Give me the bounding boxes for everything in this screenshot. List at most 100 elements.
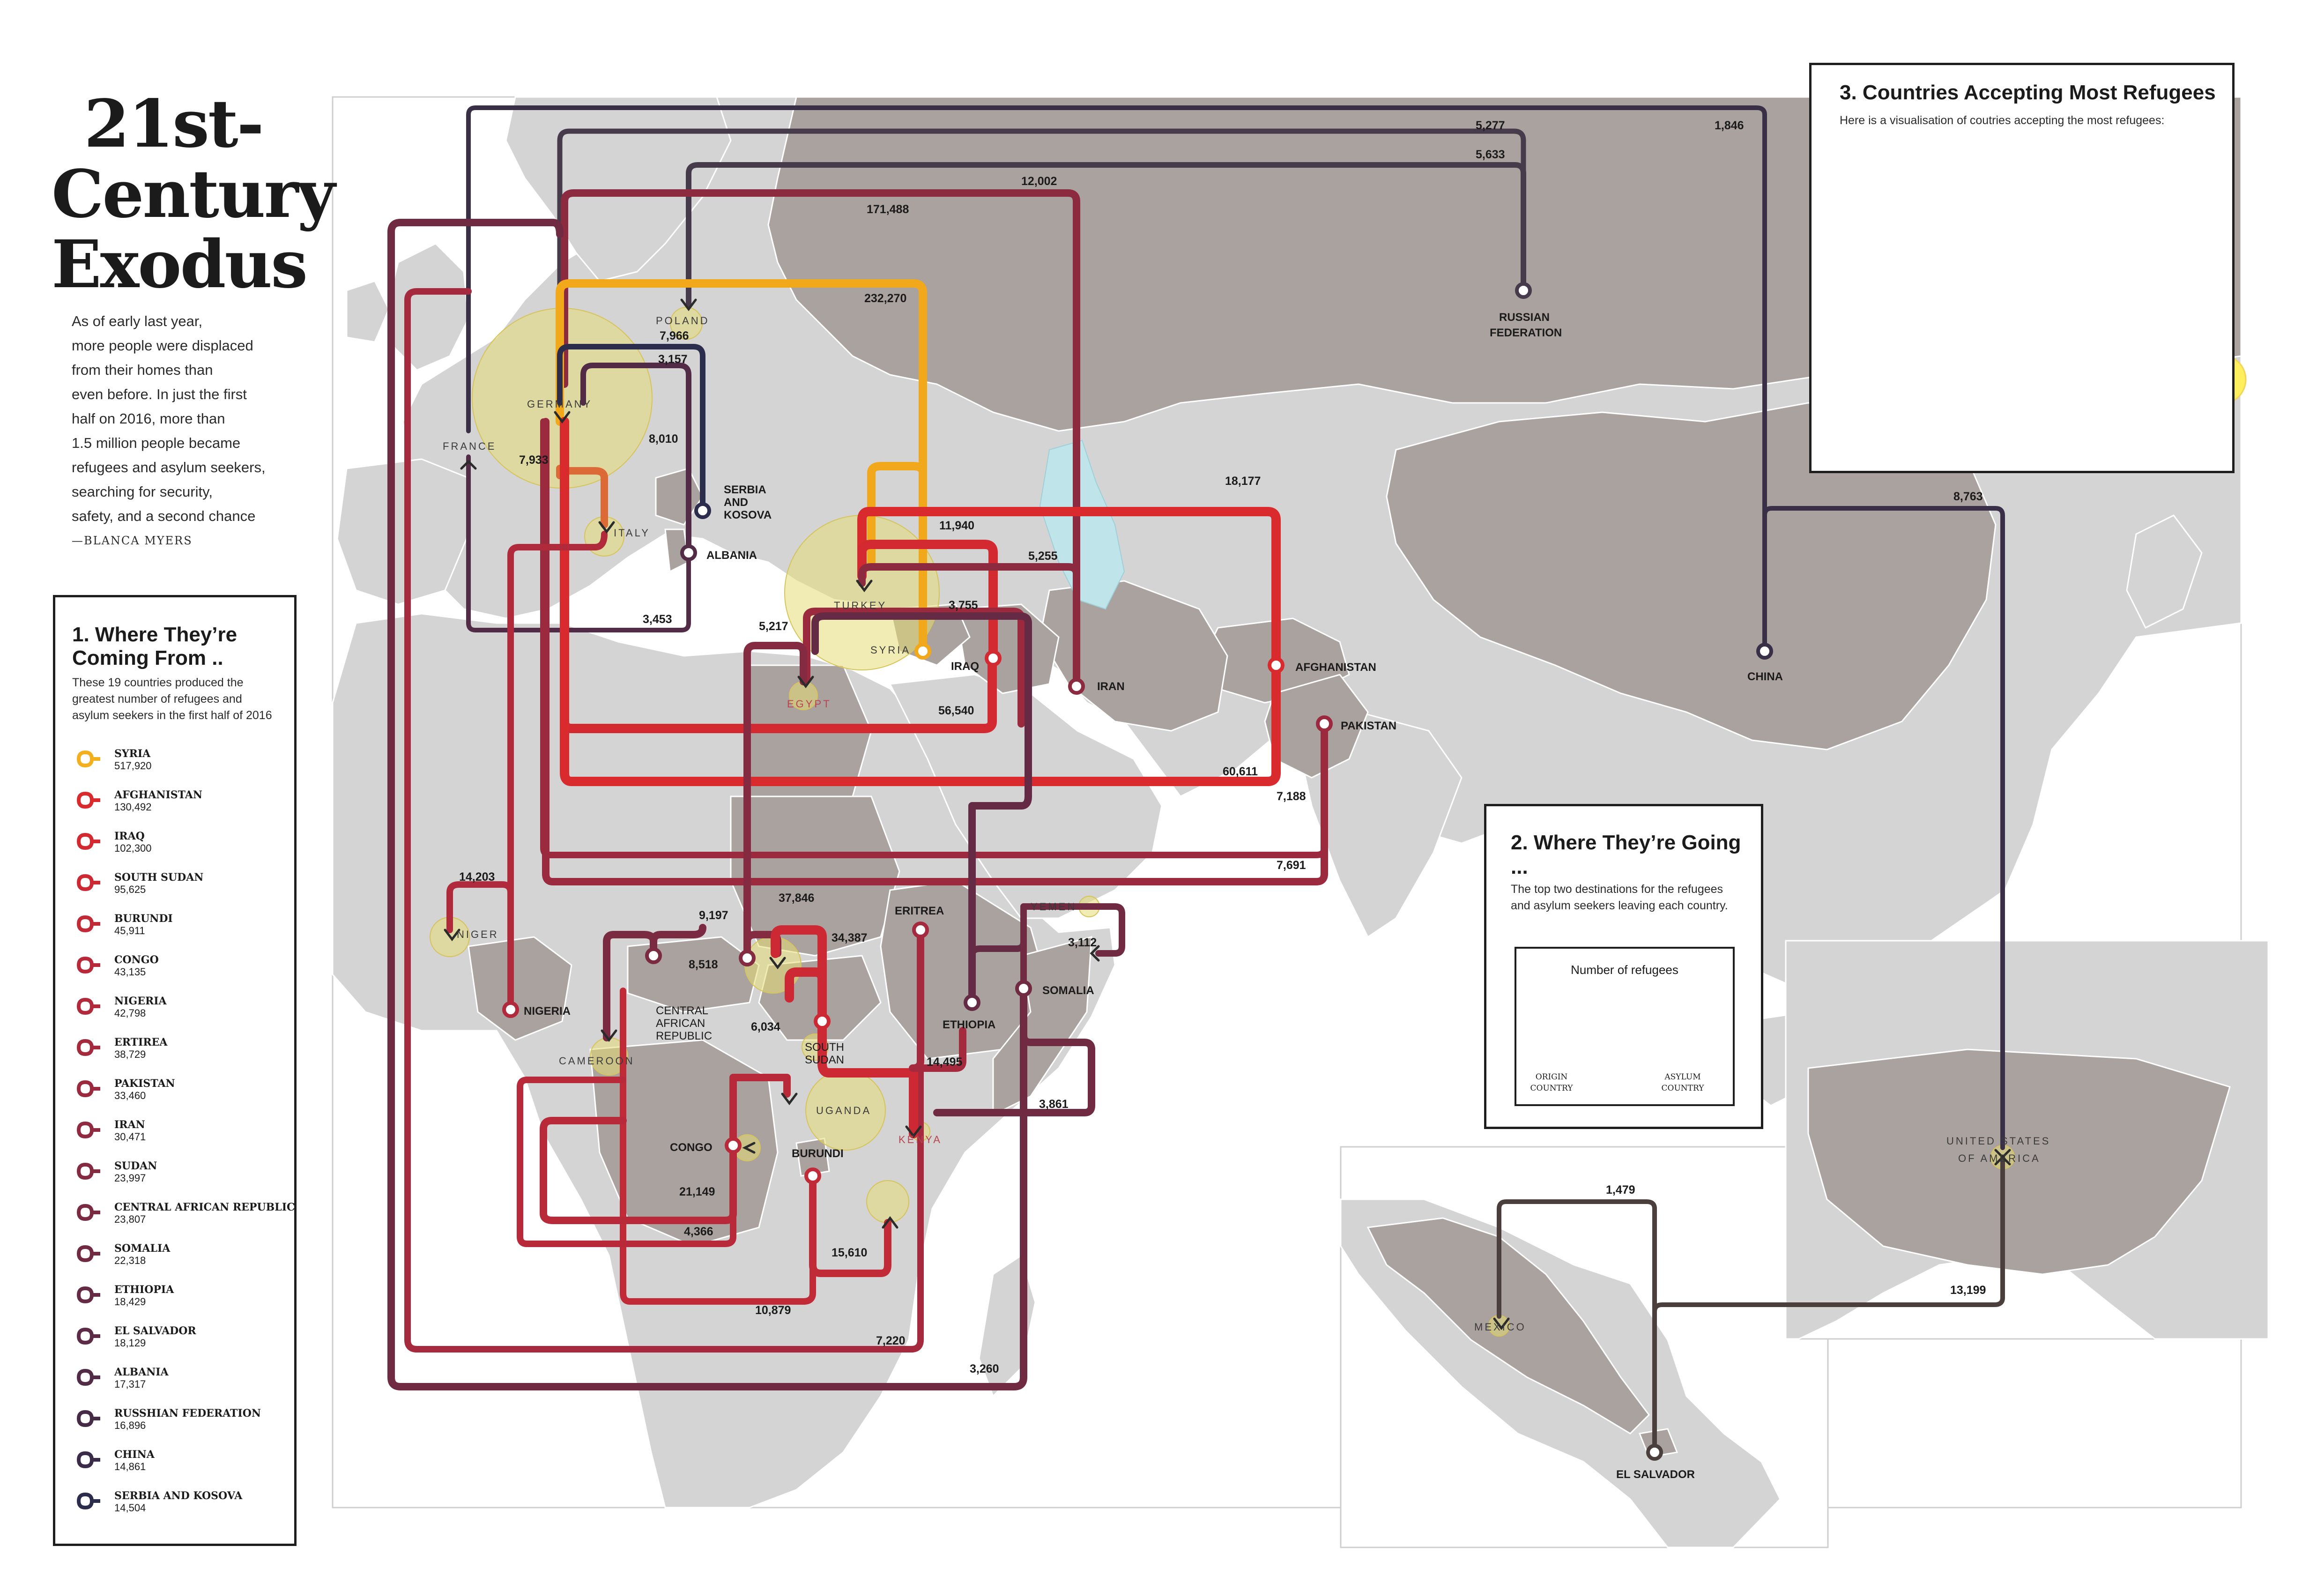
origin-label: EL SALVADOR	[1616, 1468, 1695, 1481]
flow-label: 3,755	[949, 599, 978, 612]
accepting-panel: 3. Countries Accepting Most Refugees Her…	[1809, 63, 2235, 473]
flow-congo-uganda	[729, 1074, 791, 1149]
pin-congo	[725, 1137, 742, 1154]
pin-south-sudan	[814, 1013, 831, 1030]
origin-pin-icon	[76, 874, 100, 892]
origin-value: 17,317	[114, 1378, 146, 1390]
origin-label: BURUNDI	[792, 1147, 844, 1160]
origin-name: BURUNDI	[114, 913, 173, 925]
origin-label: NIGERIA	[524, 1005, 571, 1018]
country-label: POLAND	[656, 315, 709, 327]
country-label: YEMEN	[1031, 901, 1077, 913]
flow-label: 8,518	[689, 958, 718, 971]
flow-label: 8,763	[1953, 490, 1983, 503]
flow-label: 3,260	[970, 1362, 999, 1375]
origin-pin-icon	[76, 997, 100, 1015]
flow-label: 21,149	[679, 1185, 715, 1198]
legend-origin-label: ORIGIN COUNTRY	[1530, 1072, 1573, 1093]
flow-el-salvador-mexico	[1497, 1199, 1657, 1455]
flow-label: 14,495	[927, 1055, 963, 1069]
origin-label: FEDERATION	[1490, 327, 1562, 339]
flow-label: 7,220	[876, 1334, 906, 1347]
flow-china-usa	[1762, 506, 2005, 1150]
iraq-shape	[955, 603, 1060, 694]
flow-label: 7,691	[1277, 859, 1306, 872]
intro-line: more people were displaced	[72, 337, 253, 354]
flow-albania-france	[466, 454, 691, 632]
pin-somalia	[1015, 980, 1032, 997]
flow-russia-germany	[557, 128, 1526, 387]
flow-congo-burundi	[517, 1077, 736, 1247]
flow-label: 14,203	[459, 870, 495, 884]
flow-somalia-kenya	[933, 985, 1095, 1116]
country-label: MEXICO	[1474, 1321, 1526, 1333]
flow-somalia-yemen	[1020, 903, 1125, 992]
origin-name: EL SALVADOR	[114, 1325, 196, 1337]
origin-name: SYRIA	[114, 748, 151, 760]
destinations-panel: 2. Where They’re Going ... The top two d…	[1484, 804, 1763, 1129]
title-line: Century	[52, 156, 335, 233]
flow-label: 9,197	[699, 909, 728, 922]
accepting-description: Here is a visualisation of coutries acce…	[1840, 114, 2165, 127]
country-label: UGANDA	[816, 1105, 871, 1116]
intro-line: As of early last year,	[72, 313, 203, 329]
flow-label: 12,002	[1021, 175, 1057, 188]
destination-arrows	[444, 298, 2011, 1330]
pin-pakistan	[1316, 715, 1333, 732]
flow-label: 3,157	[658, 353, 688, 366]
origin-pin-icon	[76, 956, 100, 974]
origin-pin-icon	[76, 1080, 100, 1098]
flow-label: 171,488	[867, 203, 909, 216]
origin-label: AFRICAN	[656, 1017, 705, 1030]
origin-label: PAKISTAN	[1341, 720, 1396, 732]
origin-value: 130,492	[114, 801, 152, 813]
origin-name: IRAQ	[114, 830, 145, 842]
flow-label: 4,366	[684, 1225, 713, 1238]
burundi-shape	[795, 1137, 830, 1177]
china-shape	[1386, 402, 1997, 751]
flow-syria-turkey	[867, 462, 927, 655]
origin-pin-icon	[76, 1368, 100, 1386]
pin-china	[1756, 643, 1773, 660]
pin-sudan	[739, 950, 756, 966]
origin-label: AFGHANISTAN	[1295, 661, 1376, 674]
flow-south-sudan-uganda	[771, 925, 827, 1026]
origin-label: SOUTH	[805, 1041, 844, 1054]
sudan-shape	[730, 795, 900, 957]
country-label: EGYPT	[787, 698, 832, 710]
flow-afghanistan-germany	[857, 507, 1281, 670]
nigeria-shape	[468, 936, 572, 1041]
flow-label: 37,846	[779, 892, 814, 905]
flow-label: 15,610	[832, 1246, 867, 1259]
flow-label: 13,199	[1950, 1284, 1986, 1297]
origin-label: ALBANIA	[706, 549, 757, 562]
usa-shape	[1807, 1048, 2231, 1275]
flow-car-chad	[650, 924, 706, 959]
origin-pin-icon	[76, 1245, 100, 1263]
destinations-description: The top two destinations for the refugee…	[1511, 883, 1728, 912]
pin-albania	[680, 544, 697, 561]
origin-pin-icon	[76, 1039, 100, 1056]
iberia-land	[336, 458, 469, 605]
pin-car	[645, 947, 662, 964]
country-label: CAMEROON	[559, 1055, 635, 1067]
title-line: 21st-	[84, 86, 264, 163]
origin-name: CONGO	[114, 954, 159, 966]
country-label: GERMANY	[527, 398, 592, 410]
origin-value: 14,504	[114, 1502, 146, 1514]
origin-labels: RUSSIAN FEDERATION SERBIA AND KOSOVA ALB…	[524, 311, 1783, 1481]
ireland-land	[346, 280, 390, 343]
origin-value: 33,460	[114, 1090, 146, 1101]
pin-syria	[914, 643, 931, 660]
flow-label: 1,479	[1606, 1183, 1635, 1197]
origin-label: CHINA	[1747, 670, 1783, 683]
flow-china-germany	[466, 105, 1767, 654]
origin-value: 22,318	[114, 1255, 146, 1266]
origin-label: CENTRAL	[656, 1004, 708, 1017]
flow-pakistan-germany	[542, 418, 1328, 885]
origin-label: IRAN	[1097, 680, 1125, 693]
pin-burundi	[804, 1167, 821, 1184]
intro-line: safety, and a second chance	[72, 508, 256, 524]
japan-land	[2126, 514, 2203, 629]
americas-inset	[1340, 940, 2269, 1548]
